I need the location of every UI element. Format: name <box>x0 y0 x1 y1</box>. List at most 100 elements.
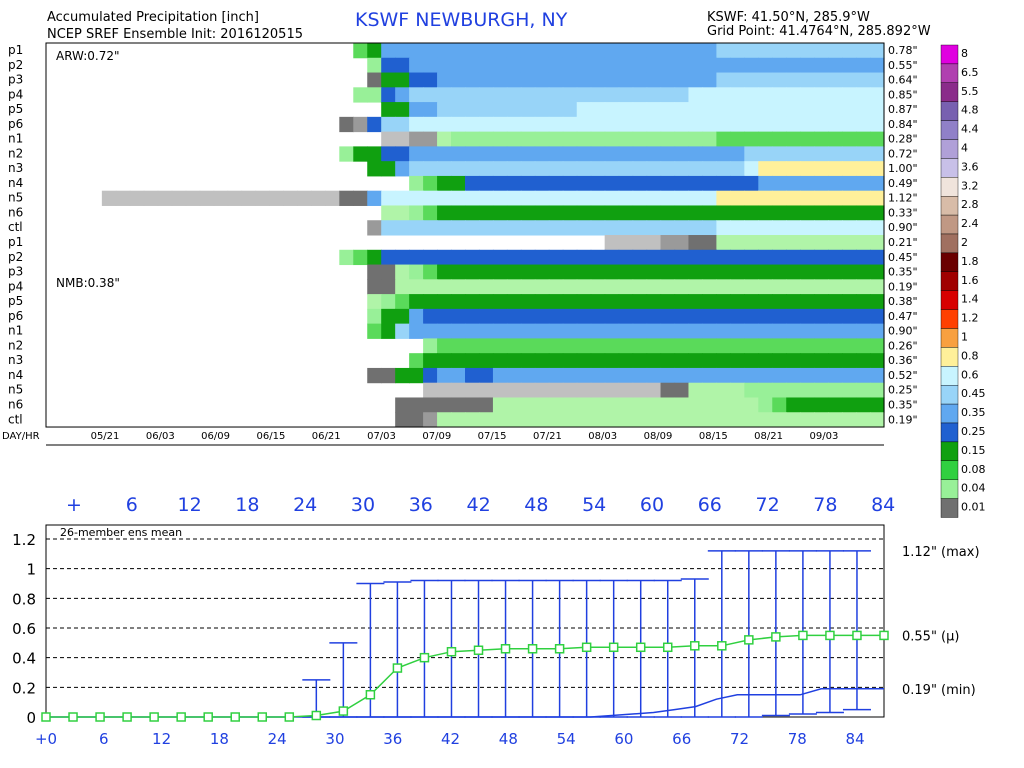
heatmap-cell <box>702 323 717 339</box>
heatmap-cell <box>688 190 704 206</box>
heatmap-cell <box>409 57 424 74</box>
heatmap-cell <box>409 220 424 236</box>
member-total-label: 0.45" <box>888 251 918 264</box>
heatmap-cell <box>814 205 829 221</box>
heatmap-cell <box>520 116 536 133</box>
mean-point <box>771 632 781 642</box>
heatmap-cell <box>213 190 229 206</box>
colorbar-swatch <box>940 120 959 140</box>
heatmap-cell <box>381 116 396 133</box>
forecast-hour-tick: 84 <box>871 494 895 516</box>
heatmap-cell <box>325 190 340 206</box>
heatmap-cell <box>437 72 452 88</box>
heatmap-cell <box>772 397 787 413</box>
heatmap-cell <box>646 264 662 280</box>
heatmap-cell <box>478 323 494 339</box>
heatmap-cell <box>842 43 857 59</box>
heatmap-cell <box>451 338 466 354</box>
heatmap-cell <box>646 367 662 384</box>
colorbar-swatch <box>940 233 959 254</box>
heatmap-cell <box>548 323 564 339</box>
heatmap-cell <box>702 161 717 177</box>
heatmap-cell <box>618 87 634 103</box>
heatmap-cell <box>367 57 382 74</box>
heatmap-cell <box>534 161 550 177</box>
heatmap-cell <box>534 190 550 206</box>
heatmap-cell <box>716 161 731 177</box>
heatmap-cell <box>548 205 564 221</box>
heatmap-cell <box>772 264 787 280</box>
heatmap-cell <box>520 43 536 59</box>
heatmap-cell <box>688 116 704 133</box>
x-tick-label: 60 <box>614 730 633 748</box>
heatmap-cell <box>311 190 326 206</box>
heatmap-cell <box>492 57 508 74</box>
heatmap-cell <box>409 116 424 133</box>
member-label: n4 <box>8 368 23 382</box>
colorbar-swatch <box>940 44 959 65</box>
heatmap-cell <box>437 264 452 280</box>
heatmap-cell <box>842 235 857 251</box>
heatmap-cell <box>674 323 690 339</box>
mean-point <box>717 641 727 651</box>
heatmap-cell <box>772 412 787 428</box>
heatmap-cell <box>786 43 801 59</box>
heatmap-cell <box>646 235 662 251</box>
heatmap-cell <box>618 382 634 398</box>
heatmap-cell <box>562 87 578 103</box>
heatmap-cell <box>870 116 885 133</box>
heatmap-cell <box>562 220 578 236</box>
heatmap-cell <box>772 382 787 398</box>
heatmap-cell <box>800 72 815 88</box>
mean-point <box>608 642 619 653</box>
heatmap-cell <box>395 146 410 162</box>
mean-point <box>500 644 511 654</box>
heatmap-cell <box>437 57 452 74</box>
heatmap-cell <box>758 146 773 162</box>
heatmap-cell <box>646 116 662 133</box>
heatmap-cell <box>702 131 717 147</box>
heatmap-cell <box>632 131 648 147</box>
heatmap-cell <box>409 308 424 325</box>
heatmap-cell <box>674 87 690 103</box>
heatmap-cell <box>590 131 606 147</box>
heatmap-cell <box>465 57 480 74</box>
heatmap-cell <box>786 323 801 339</box>
heatmap-cell <box>828 131 843 147</box>
heatmap-cell <box>842 353 857 369</box>
heatmap-cell <box>744 220 759 236</box>
mean-series-line <box>46 634 884 718</box>
mean-point <box>662 642 673 653</box>
heatmap-cell <box>115 190 131 206</box>
mean-point <box>527 644 538 654</box>
heatmap-cell <box>409 279 424 295</box>
heatmap-cell <box>562 116 578 133</box>
heatmap-cell <box>842 116 857 133</box>
heatmap-cell <box>772 175 787 192</box>
heatmap-cell <box>730 205 745 221</box>
mean-point <box>581 642 592 653</box>
heatmap-cell <box>744 190 759 206</box>
heatmap-cell <box>758 249 773 266</box>
heatmap-cell <box>688 338 704 354</box>
forecast-hour-tick: 66 <box>698 494 722 516</box>
heatmap-cell <box>758 116 773 133</box>
heatmap-cell <box>604 235 620 251</box>
heatmap-cell <box>548 382 564 398</box>
heatmap-cell <box>506 131 522 147</box>
heatmap-cell <box>702 57 717 74</box>
heatmap-cell <box>828 264 843 280</box>
heatmap-cell <box>730 279 745 295</box>
heatmap-cell <box>688 367 704 384</box>
heatmap-cell <box>730 220 745 236</box>
heatmap-cell <box>870 294 885 310</box>
colorbar-swatch <box>940 139 959 159</box>
heatmap-cell <box>786 235 801 251</box>
heatmap-cell <box>688 397 704 413</box>
forecast-hour-tick: 60 <box>640 494 664 516</box>
heatmap-cell <box>520 102 536 118</box>
member-label: n3 <box>8 353 23 367</box>
heatmap-cell <box>520 323 536 339</box>
heatmap-cell <box>758 412 773 428</box>
heatmap-cell <box>409 102 424 118</box>
